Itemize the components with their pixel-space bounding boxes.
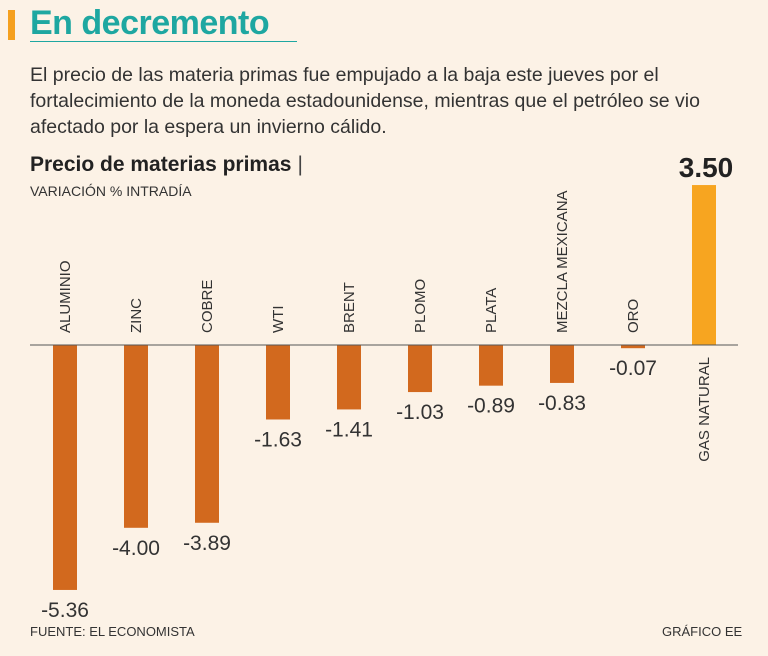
category-label-cobre: COBRE	[199, 280, 216, 333]
bar-plata	[479, 345, 503, 386]
category-label-aluminio: ALUMINIO	[57, 260, 74, 333]
value-label-gas-natural: 3.50	[679, 152, 734, 183]
category-label-wti: WTI	[270, 306, 287, 334]
bar-cobre	[195, 345, 219, 523]
value-label-wti: -1.63	[254, 428, 302, 451]
bar-wti	[266, 345, 290, 420]
chart-title: Precio de materias primas |	[30, 153, 303, 177]
chart-subtitle: VARIACIÓN % INTRADÍA	[30, 183, 192, 199]
graphic-credit: GRÁFICO EE	[662, 624, 743, 639]
category-label-gas-natural: GAS NATURAL	[696, 357, 713, 462]
chart-title-separator: |	[297, 153, 303, 176]
category-label-brent: BRENT	[341, 282, 358, 333]
category-label-oro: ORO	[625, 299, 642, 333]
category-label-plata: PLATA	[483, 288, 500, 333]
bar-mezcla-mexicana	[550, 345, 574, 383]
category-label-plomo: PLOMO	[412, 279, 429, 333]
category-label-zinc: ZINC	[128, 298, 145, 333]
category-label-mezcla-mexicana: MEZCLA MEXICANA	[554, 190, 571, 333]
value-label-aluminio: -5.36	[41, 599, 89, 622]
bar-oro	[621, 345, 645, 349]
page-title: En decremento	[30, 4, 270, 42]
title-underline	[30, 41, 297, 42]
value-label-cobre: -3.89	[183, 532, 231, 555]
value-label-oro: -0.07	[609, 357, 657, 380]
value-label-mezcla-mexicana: -0.83	[538, 392, 586, 415]
value-label-plata: -0.89	[467, 395, 515, 418]
intro-paragraph: El precio de las materia primas fue empu…	[30, 64, 700, 138]
bar-plomo	[408, 345, 432, 393]
bar-brent	[337, 345, 361, 410]
chart-title-text: Precio de materias primas	[30, 153, 292, 176]
bar-zinc	[124, 345, 148, 528]
heading-accent-bar	[8, 10, 15, 40]
value-label-zinc: -4.00	[112, 537, 160, 560]
bar-aluminio	[53, 345, 77, 590]
bar-gas-natural	[692, 185, 716, 345]
source-note: FUENTE: EL ECONOMISTA	[30, 624, 195, 639]
value-label-brent: -1.41	[325, 418, 373, 441]
value-label-plomo: -1.03	[396, 401, 444, 424]
